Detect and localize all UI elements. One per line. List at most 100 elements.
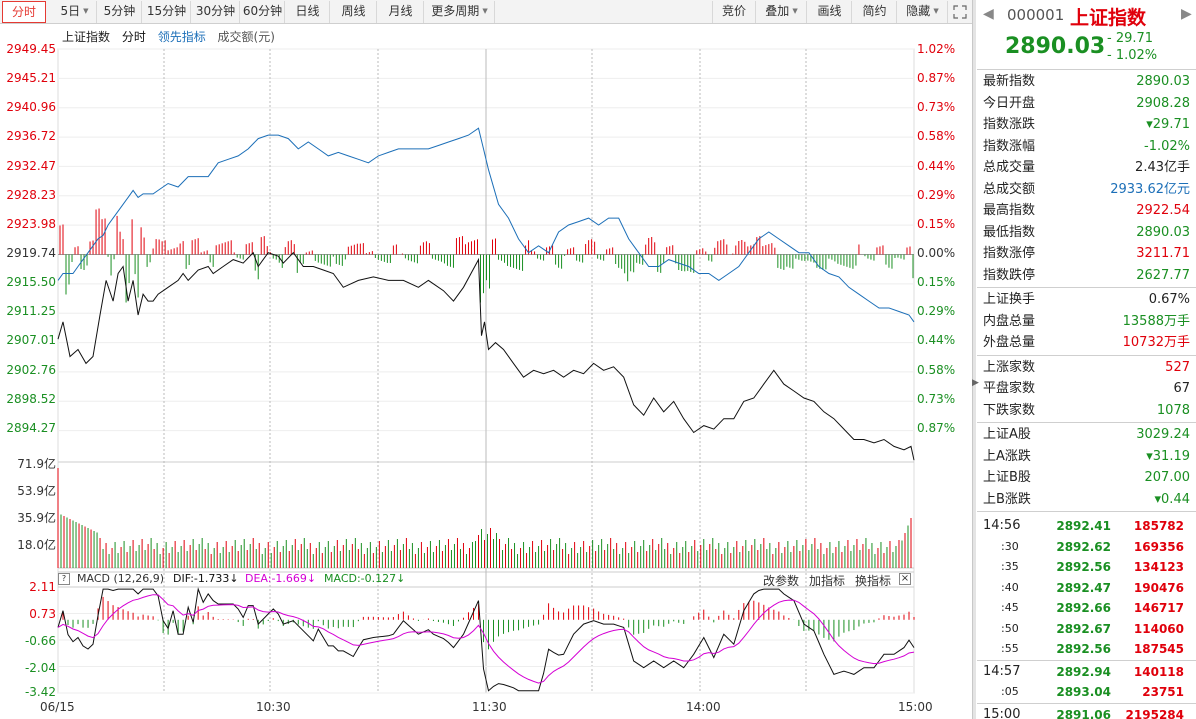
quote-label: 指数跌停 [983, 267, 1036, 283]
quote-value: 13588万手 [1122, 313, 1190, 329]
section-divider [977, 287, 1196, 288]
auction-button[interactable]: 竞价 [712, 1, 756, 23]
hide-button[interactable]: 隐藏 ▼ [898, 1, 948, 23]
tick-time: :35 [1001, 560, 1019, 573]
simple-button[interactable]: 简约 [853, 1, 897, 23]
tab-30min[interactable]: 30分钟 [192, 1, 240, 23]
expand-icon[interactable] [949, 1, 971, 23]
quote-value: 2890.03 [1136, 74, 1190, 89]
tick-amount: 134123 [1133, 560, 1184, 574]
quote-row: 下跌家数 1078 [977, 400, 1196, 421]
priceAxis-label: 2898.52 [6, 391, 56, 406]
quote-value: ▾31.19 [1146, 448, 1190, 464]
tab-5day-label: 5日 [60, 4, 81, 18]
macd-value: MACD:-0.127↓ [324, 572, 406, 585]
tab-monthly[interactable]: 月线 [378, 1, 424, 23]
macd-dif: DIF:-1.733↓ [173, 572, 239, 585]
add-indicator-button[interactable]: 加指标 [809, 574, 846, 588]
quote-row: 总成交额 2933.62亿元 [977, 179, 1196, 200]
macd-axis-label: 0.73 [29, 607, 56, 621]
draw-line-button[interactable]: 画线 [808, 1, 852, 23]
edit-params-button[interactable]: 改参数 [763, 574, 800, 588]
quote-row: 最低指数 2890.03 [977, 222, 1196, 243]
quote-label: 上证换手 [983, 292, 1036, 307]
close-icon[interactable]: × [899, 573, 911, 585]
last-price: 2890.03 [1005, 34, 1106, 59]
quote-row: 上证A股 3029.24 [977, 424, 1196, 445]
tick-amount: 140118 [1133, 664, 1184, 679]
tab-5min[interactable]: 5分钟 [98, 1, 142, 23]
legend-lead[interactable]: 领先指标 [157, 30, 206, 44]
tick-price: 2892.56 [1056, 642, 1111, 656]
quote-label: 上B涨跌 [983, 491, 1031, 507]
next-arrow-icon[interactable]: ▶ [1181, 6, 1192, 22]
price-change-pct: - 1.02% [1107, 48, 1158, 63]
tick-time: :05 [1001, 685, 1019, 698]
panel-divider[interactable] [972, 0, 976, 719]
collapse-arrow-icon[interactable]: ▶ [972, 378, 979, 388]
tab-more-periods[interactable]: 更多周期 ▼ [425, 1, 495, 23]
tick-time: :50 [1001, 621, 1019, 635]
prev-arrow-icon[interactable]: ◀ [983, 6, 994, 22]
quote-value: 3029.24 [1136, 427, 1190, 442]
help-icon[interactable]: ? [58, 573, 70, 585]
time-label: 14:00 [686, 700, 721, 714]
quote-row: 指数跌停 2627.77 [977, 265, 1196, 286]
tick-price: 2892.66 [1056, 601, 1111, 615]
switch-indicator-button[interactable]: 换指标 [855, 574, 892, 588]
quote-value: 67 [1173, 381, 1190, 396]
volume-axis-label: 35.9亿 [17, 511, 56, 525]
tab-more-label: 更多周期 [431, 4, 480, 18]
tick-time: :40 [1001, 580, 1019, 594]
period-toolbar: 分时 5日 ▼ 5分钟 15分钟 30分钟 60分钟 日线 周线 月线 更多周期 ▼… [0, 0, 972, 24]
section-divider [977, 422, 1196, 423]
overlay-button[interactable]: 叠加 ▼ [757, 1, 807, 23]
quote-row: 最新指数 2890.03 [977, 71, 1196, 92]
quote-row: 指数涨跌 ▾29.71 [977, 114, 1196, 135]
pctAxis-label: 0.29% [917, 304, 956, 319]
macd-axis-label: -3.42 [24, 685, 56, 699]
tick-price: 2892.41 [1056, 519, 1111, 533]
time-label: 15:00 [898, 700, 933, 714]
quote-label: 上涨家数 [983, 359, 1036, 375]
volume-bars [57, 468, 912, 568]
tab-15min[interactable]: 15分钟 [143, 1, 191, 23]
tick-amount: 169356 [1133, 539, 1184, 554]
quote-label: 今日开盘 [983, 95, 1036, 111]
quote-label: 总成交量 [983, 160, 1036, 175]
tab-weekly[interactable]: 周线 [331, 1, 377, 23]
priceAxis-label: 2894.27 [6, 420, 56, 435]
quote-value: 2890.03 [1136, 224, 1190, 240]
quote-value: ▾0.44 [1154, 491, 1190, 507]
legend-turnover: 成交额(元) [217, 30, 275, 44]
tab-5day[interactable]: 5日 ▼ [53, 1, 97, 23]
quote-row: 上证换手 0.67% [977, 289, 1196, 310]
tick-amount: 190476 [1133, 580, 1184, 595]
tick-time: 14:57 [983, 663, 1021, 679]
quote-row: 内盘总量 13588万手 [977, 311, 1196, 332]
chevron-down-icon: ▼ [482, 7, 488, 15]
pctAxis-label: 0.15% [917, 275, 956, 290]
pctAxis-label: 0.87% [917, 420, 956, 435]
quote-label: 平盘家数 [983, 381, 1036, 396]
intraday-chart[interactable] [0, 24, 972, 719]
chevron-down-icon: ▼ [83, 7, 89, 15]
section-divider [977, 659, 1196, 661]
tick-row: :35 2892.56 134123 [977, 557, 1196, 577]
quote-label: 指数涨跌 [983, 117, 1036, 132]
tab-intraday[interactable]: 分时 [2, 1, 46, 23]
quote-label: 指数涨停 [983, 246, 1036, 261]
pctAxis-label: 0.73% [917, 391, 956, 406]
quote-panel: ◀ 000001 上证指数 ▶ 2890.03 - 29.71 - 1.02% … [977, 0, 1196, 719]
section-divider [977, 511, 1196, 512]
quote-label: 上证B股 [983, 470, 1031, 485]
pctAxis-label: 0.44% [917, 333, 956, 348]
tick-time: :30 [1001, 539, 1019, 553]
tick-price: 2892.47 [1056, 580, 1111, 595]
quote-label: 内盘总量 [983, 313, 1036, 329]
tab-60min[interactable]: 60分钟 [241, 1, 285, 23]
quote-row: 平盘家数 67 [977, 378, 1196, 399]
quote-value: 0.67% [1148, 292, 1190, 307]
quote-row: 上B涨跌 ▾0.44 [977, 489, 1196, 510]
tab-daily[interactable]: 日线 [286, 1, 330, 23]
